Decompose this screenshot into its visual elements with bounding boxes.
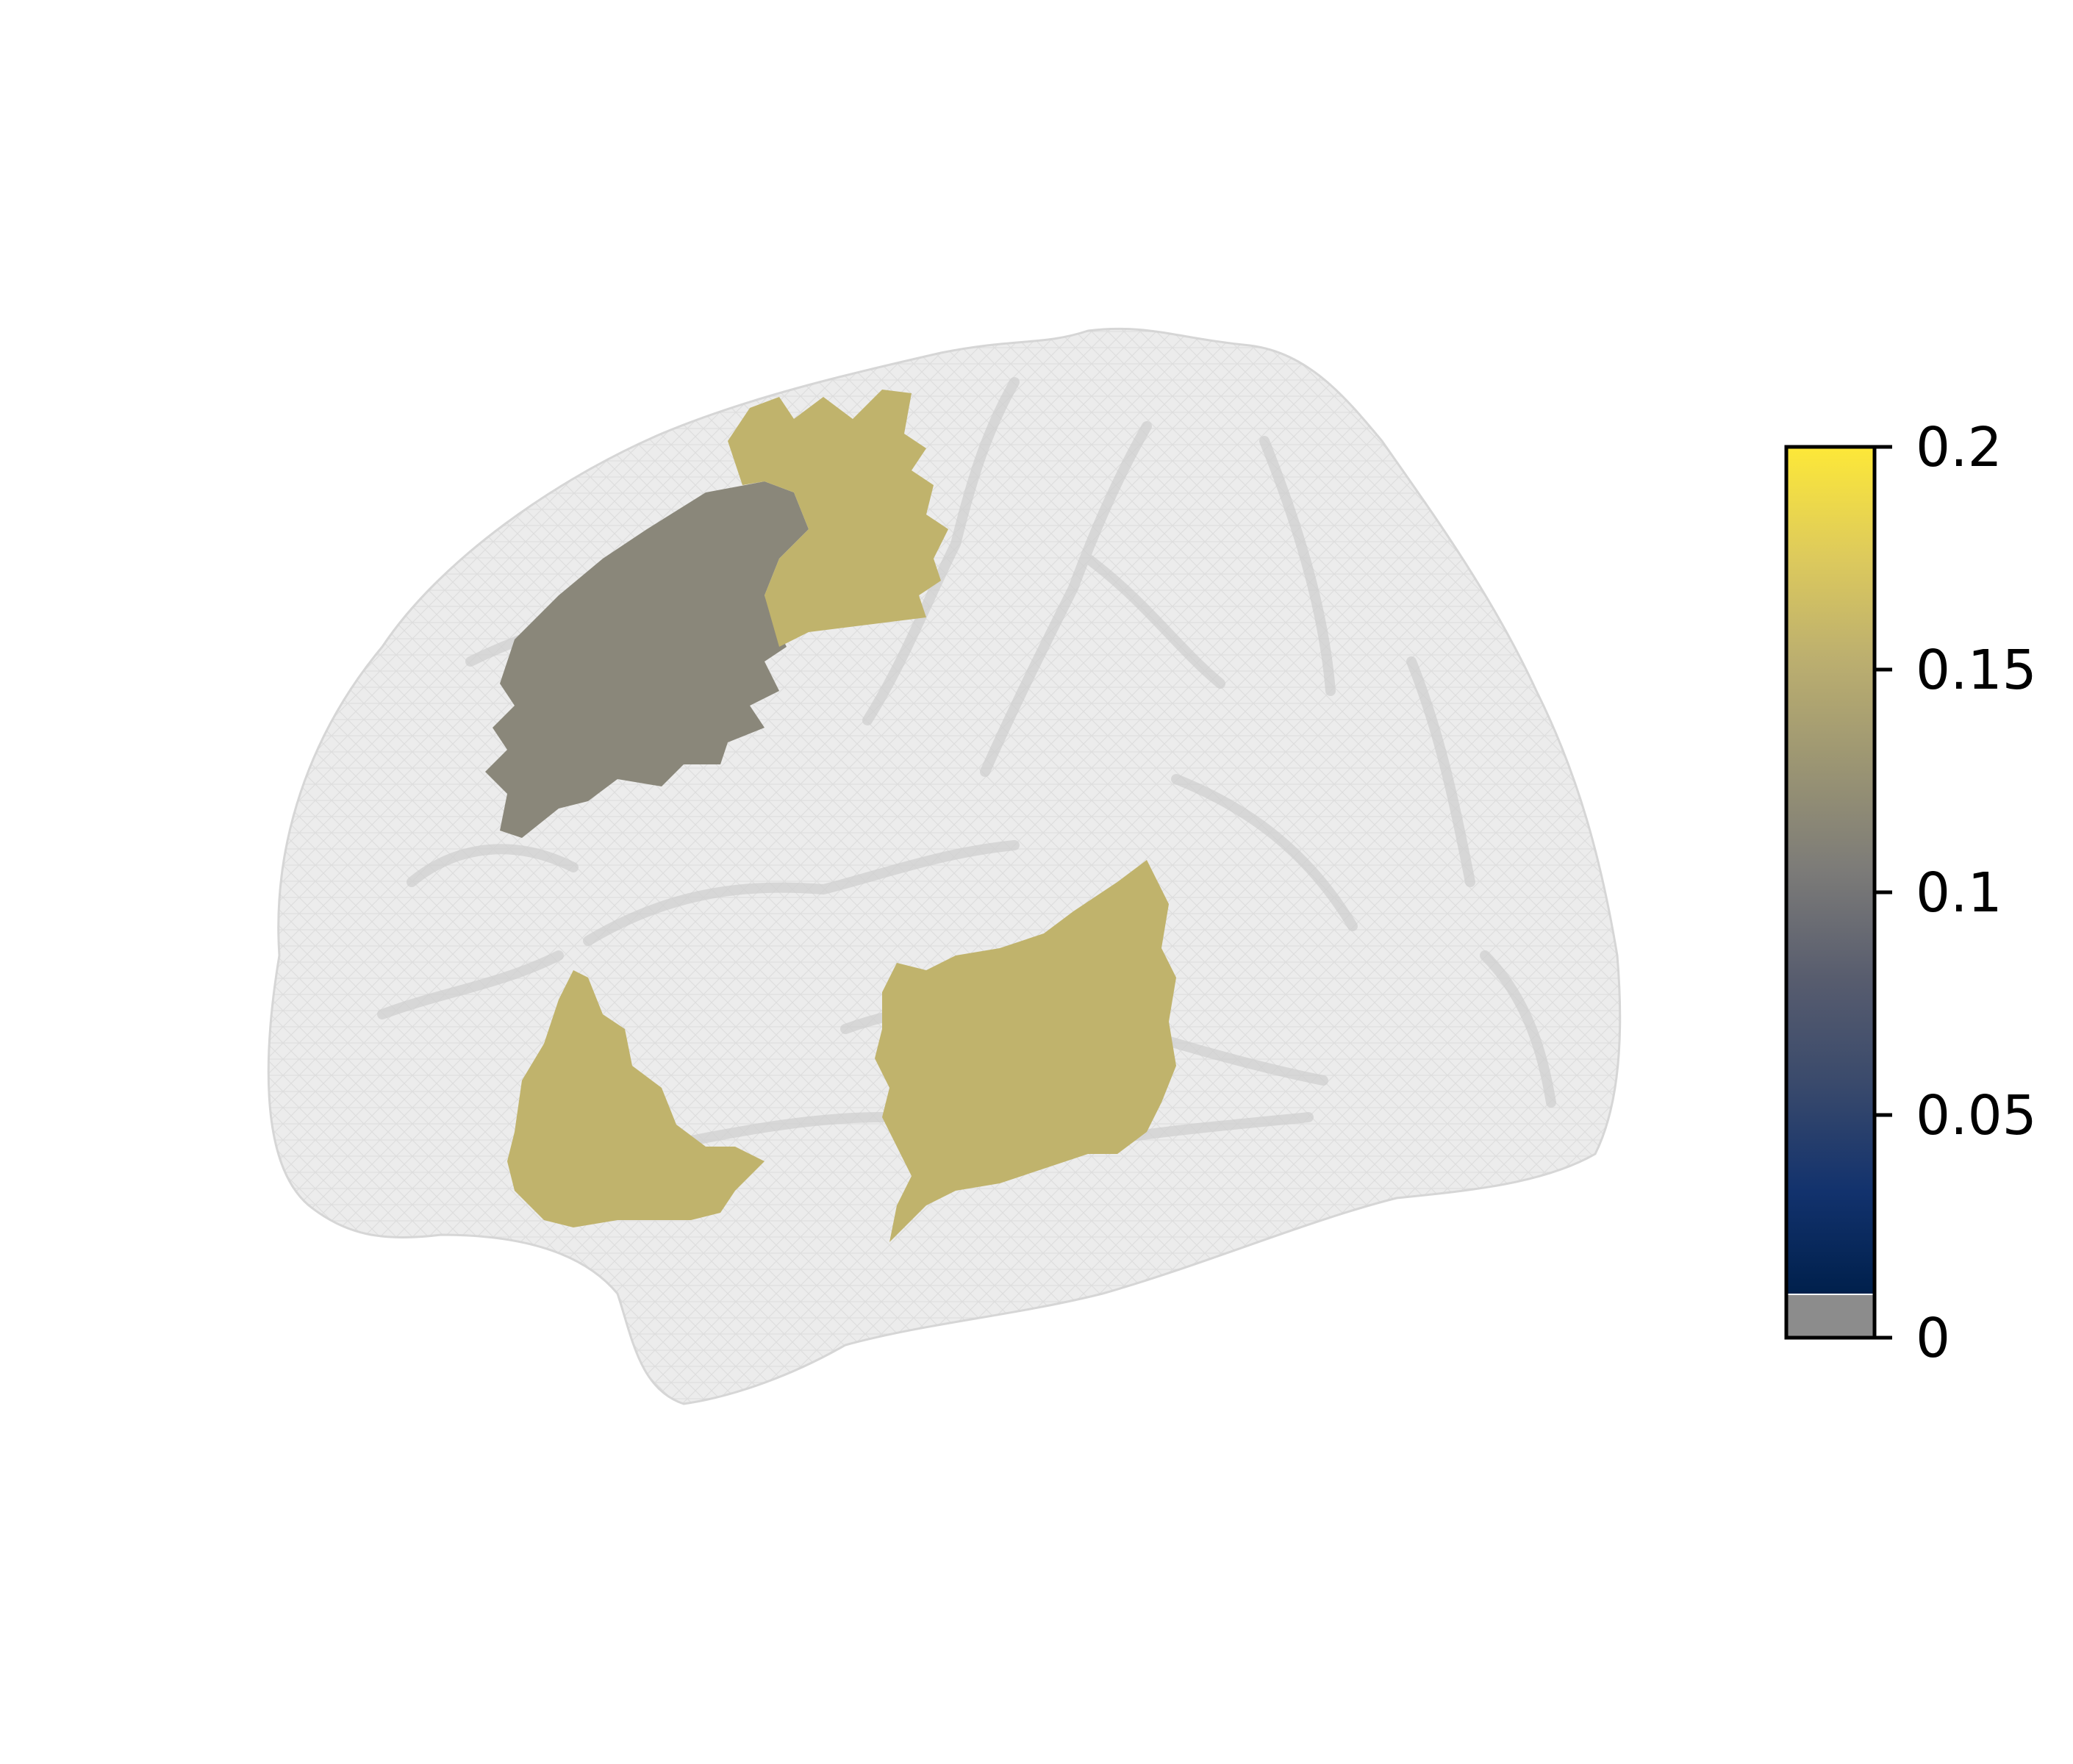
colorbar-tick-labels: 0.2 0.15 0.1 0.05 0 xyxy=(1916,416,2037,1370)
highlighted-regions xyxy=(485,390,1176,1242)
colorbar-tick-label: 0 xyxy=(1916,1307,1950,1370)
colorbar-tick-label: 0.1 xyxy=(1916,861,2002,925)
colorbar-under-threshold xyxy=(1786,1295,1875,1336)
region-temporal-anterior-yellow xyxy=(507,970,765,1227)
brain-surface xyxy=(267,327,1622,1405)
colorbar: 0.2 0.15 0.1 0.05 0 xyxy=(1784,416,2037,1370)
region-precentral-yellow xyxy=(728,390,948,647)
colorbar-tick-label: 0.15 xyxy=(1916,639,2037,702)
colorbar-tick-label: 0.2 xyxy=(1916,416,2002,479)
region-temporal-posterior-yellow xyxy=(875,860,1176,1242)
region-frontal-gray xyxy=(485,481,809,838)
colorbar-ticks xyxy=(1875,445,1892,1340)
colorbar-tick-label: 0.05 xyxy=(1916,1084,2037,1147)
colorbar-gradient xyxy=(1786,447,1875,1294)
